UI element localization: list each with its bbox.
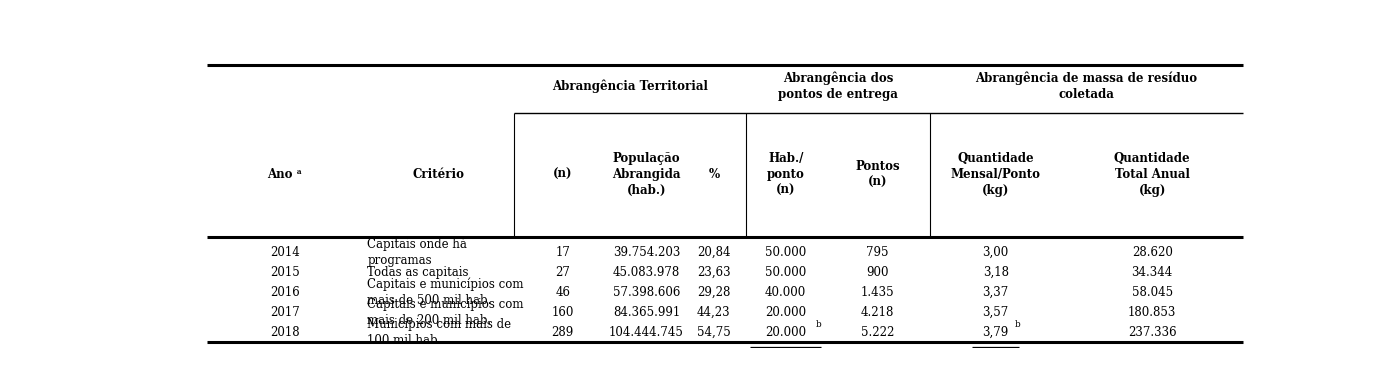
Text: 46: 46 <box>556 286 570 299</box>
Text: 2016: 2016 <box>270 286 299 299</box>
Text: 84.365.991: 84.365.991 <box>613 306 680 319</box>
Text: 58.045: 58.045 <box>1131 286 1173 299</box>
Text: 3,79: 3,79 <box>982 326 1009 339</box>
Text: %: % <box>709 169 719 181</box>
Text: b: b <box>816 320 822 329</box>
Text: 237.336: 237.336 <box>1128 326 1177 339</box>
Text: 5.222: 5.222 <box>861 326 894 339</box>
Text: 2018: 2018 <box>270 326 299 339</box>
Text: 2017: 2017 <box>270 306 299 319</box>
Text: Abrangência Territorial: Abrangência Territorial <box>552 79 708 93</box>
Text: Todas as capitais: Todas as capitais <box>368 266 469 279</box>
Text: 20.000: 20.000 <box>765 326 807 339</box>
Text: 4.218: 4.218 <box>861 306 894 319</box>
Text: 2015: 2015 <box>270 266 299 279</box>
Text: 900: 900 <box>866 266 889 279</box>
Text: 104.444.745: 104.444.745 <box>609 326 684 339</box>
Text: Quantidade
Mensal/Ponto
(kg): Quantidade Mensal/Ponto (kg) <box>950 152 1041 197</box>
Text: 20,84: 20,84 <box>696 246 731 259</box>
Text: 289: 289 <box>552 326 574 339</box>
Text: 3,57: 3,57 <box>982 306 1009 319</box>
Text: 3,18: 3,18 <box>982 266 1009 279</box>
Text: Quantidade
Total Anual
(kg): Quantidade Total Anual (kg) <box>1114 152 1191 197</box>
Text: 28.620: 28.620 <box>1131 246 1173 259</box>
Text: 23,63: 23,63 <box>696 266 731 279</box>
Text: Municípios com mais de
100 mil hab.: Municípios com mais de 100 mil hab. <box>368 317 511 347</box>
Text: Hab./
ponto
(n): Hab./ ponto (n) <box>766 152 805 197</box>
Text: 20.000: 20.000 <box>765 306 807 319</box>
Text: Ano ᵃ: Ano ᵃ <box>267 169 302 181</box>
Text: 45.083.978: 45.083.978 <box>613 266 680 279</box>
Text: 17: 17 <box>556 246 570 259</box>
Text: Abrangência de massa de resíduo
coletada: Abrangência de massa de resíduo coletada <box>975 71 1198 101</box>
Text: Abrangência dos
pontos de entrega: Abrangência dos pontos de entrega <box>779 71 898 101</box>
Text: 1.435: 1.435 <box>861 286 894 299</box>
Text: b: b <box>1015 320 1021 329</box>
Text: (n): (n) <box>553 169 573 181</box>
Text: Critério: Critério <box>412 169 465 181</box>
Text: Capitais e municípios com
mais de 500 mil hab.: Capitais e municípios com mais de 500 mi… <box>368 278 524 307</box>
Text: 54,75: 54,75 <box>696 326 731 339</box>
Text: 29,28: 29,28 <box>698 286 730 299</box>
Text: 34.344: 34.344 <box>1131 266 1173 279</box>
Text: 160: 160 <box>552 306 574 319</box>
Text: 50.000: 50.000 <box>765 246 807 259</box>
Text: Capitais onde há
programas: Capitais onde há programas <box>368 238 467 267</box>
Text: 795: 795 <box>866 246 889 259</box>
Text: 2014: 2014 <box>270 246 299 259</box>
Text: 27: 27 <box>556 266 570 279</box>
Text: 3,37: 3,37 <box>982 286 1009 299</box>
Text: População
Abrangida
(hab.): População Abrangida (hab.) <box>612 152 681 197</box>
Text: 39.754.203: 39.754.203 <box>613 246 680 259</box>
Text: 180.853: 180.853 <box>1128 306 1177 319</box>
Text: 3,00: 3,00 <box>982 246 1009 259</box>
Text: 57.398.606: 57.398.606 <box>613 286 680 299</box>
Text: 40.000: 40.000 <box>765 286 807 299</box>
Text: 44,23: 44,23 <box>696 306 731 319</box>
Text: 50.000: 50.000 <box>765 266 807 279</box>
Text: Capitais e municípios com
mais de 200 mil hab.: Capitais e municípios com mais de 200 mi… <box>368 298 524 327</box>
Text: Pontos
(n): Pontos (n) <box>855 160 900 189</box>
